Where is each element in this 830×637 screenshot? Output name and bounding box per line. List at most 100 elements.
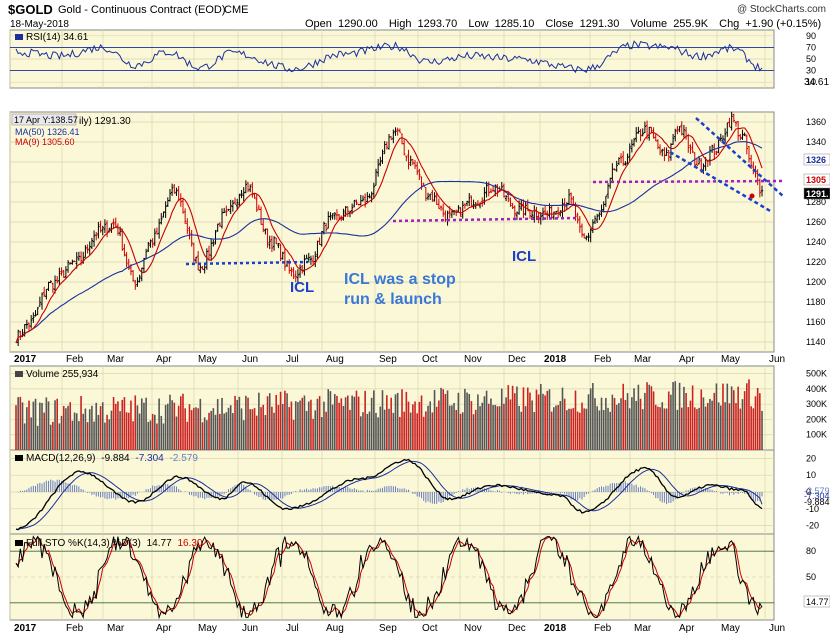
volume-bar: [535, 389, 538, 450]
volume-bar: [451, 405, 453, 450]
macd-tick-label: 10: [806, 470, 816, 480]
volume-bar: [82, 413, 85, 450]
volume-bar: [396, 392, 399, 450]
volume-bar: [171, 400, 173, 450]
volume-bar: [693, 407, 696, 450]
volume-bar: [232, 413, 234, 450]
volume-bar: [724, 402, 726, 450]
volume-bar: [472, 414, 475, 450]
price-tick-label: 1220: [806, 257, 826, 267]
volume-bar: [607, 407, 609, 450]
volume-bar: [500, 388, 503, 450]
volume-bar: [442, 389, 445, 450]
volume-bar: [147, 421, 150, 450]
volume-bar: [383, 409, 386, 450]
volume-bar: [346, 395, 349, 450]
volume-bar: [637, 384, 640, 450]
exchange: CME: [224, 4, 248, 16]
volume-bar: [110, 410, 113, 450]
header-date: 18-May-2018: [10, 19, 69, 30]
volume-bar: [735, 403, 737, 450]
volume-bar: [605, 397, 607, 450]
rsi-layer: [15, 40, 763, 74]
volume-bar: [561, 387, 564, 450]
x-axis-label: Mar: [634, 354, 652, 365]
volume-bar: [281, 403, 284, 450]
sto-legend-d: 16.30: [177, 538, 202, 549]
x-axis-label: Feb: [66, 354, 84, 365]
volume-bar: [253, 408, 256, 450]
macd-tag: -9.884: [804, 497, 830, 507]
volume-bar: [312, 418, 314, 450]
sto-legend-k: 14.77: [147, 538, 172, 549]
volume-bar: [247, 397, 249, 450]
volume-bar: [73, 412, 76, 450]
volume-tick-label: 200K: [806, 414, 827, 424]
volume-bar: [210, 410, 212, 450]
volume-bar: [401, 389, 403, 450]
volume-bar: [461, 412, 464, 450]
volume-bar: [169, 394, 171, 450]
volume-bar: [156, 423, 158, 450]
volume-bar: [299, 400, 301, 450]
macd-tick-label: 20: [806, 453, 816, 463]
x-axis-label-bottom: Jun: [242, 623, 258, 634]
volume-bar: [195, 407, 197, 450]
volume-bar: [58, 423, 61, 450]
volume-bar: [427, 405, 429, 450]
x-axis-label: Jun: [769, 354, 785, 365]
volume-bar: [585, 408, 588, 450]
volume-bar: [84, 408, 87, 450]
volume-value: 255.9K: [673, 18, 709, 30]
volume-bar: [579, 412, 581, 450]
volume-bar: [483, 396, 486, 450]
volume-bar: [420, 395, 423, 450]
volume-bar: [180, 396, 182, 450]
volume-bar: [524, 406, 527, 450]
volume-bar: [279, 391, 282, 450]
volume-bar: [537, 394, 540, 450]
price-panel: [9, 111, 775, 353]
volume-bar: [286, 393, 288, 450]
volume-bar: [661, 402, 664, 450]
volume-bar: [615, 404, 618, 450]
volume-bar: [587, 394, 590, 450]
macd-legend-prefix: MACD(12,26,9): [26, 453, 95, 464]
volume-bar: [589, 388, 592, 450]
volume-bar: [563, 398, 566, 450]
chg-label: Chg: [719, 18, 739, 30]
volume-bar: [639, 398, 642, 450]
volume-bar: [86, 422, 89, 450]
x-axis-label-bottom: Dec: [508, 623, 526, 634]
volume-bar: [60, 415, 63, 450]
volume-bar: [526, 387, 529, 450]
volume-bar: [487, 403, 490, 450]
volume-bar: [258, 392, 260, 450]
volume-tick-label: 300K: [806, 399, 827, 409]
volume-bar: [39, 402, 41, 450]
volume-bar: [184, 408, 186, 450]
volume-bar: [177, 405, 180, 450]
volume-bar: [373, 390, 375, 450]
high-label: High: [389, 18, 412, 30]
volume-bar: [26, 407, 28, 450]
ma50-legend: MA(50) 1326.41: [15, 127, 80, 137]
volume-bar: [134, 395, 137, 450]
volume-bar: [136, 405, 139, 450]
volume-bar: [626, 393, 629, 450]
axis-layer: 9070503010136013401320130012801260124012…: [14, 31, 830, 634]
volume-bar: [405, 391, 408, 450]
volume-bar: [750, 406, 752, 450]
volume-bar: [288, 407, 291, 450]
volume-bar: [730, 386, 733, 450]
volume-bar: [212, 408, 215, 450]
volume-bar: [505, 397, 507, 450]
price-legend: ily) 1291.30: [79, 116, 131, 127]
volume-bar: [338, 402, 340, 450]
volume-bar: [455, 410, 458, 450]
volume-bar: [203, 417, 206, 450]
volume-bar: [145, 397, 147, 450]
volume-bar: [266, 396, 269, 450]
volume-bar: [355, 390, 358, 450]
volume-bar: [238, 396, 241, 450]
